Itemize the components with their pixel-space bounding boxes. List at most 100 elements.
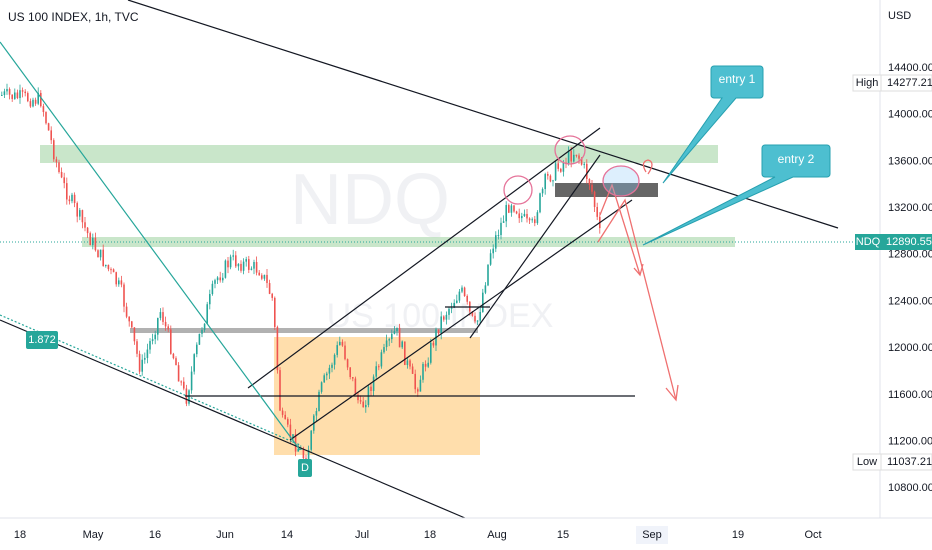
price-label: 11200.00 (888, 436, 932, 448)
candle (586, 163, 588, 180)
candle (68, 199, 71, 202)
candle (133, 327, 136, 342)
trend-lines (0, 0, 839, 519)
candle (404, 341, 406, 365)
candle (224, 260, 227, 278)
candle (409, 360, 411, 367)
time-label: 19 (732, 529, 744, 541)
candle (235, 255, 237, 267)
callout-text: entry 1 (719, 72, 756, 86)
candle (362, 401, 364, 408)
candle (144, 357, 146, 360)
candle (92, 237, 94, 246)
candle (489, 253, 492, 265)
candle (229, 256, 232, 268)
candle (274, 297, 276, 327)
candle (388, 339, 390, 341)
candle (484, 285, 487, 293)
candle (432, 342, 435, 346)
candle (476, 320, 479, 322)
candle (268, 283, 271, 294)
candle (331, 364, 333, 368)
callout-text: entry 2 (778, 152, 815, 166)
candle (385, 340, 388, 348)
candle (583, 163, 585, 165)
candle (456, 300, 458, 303)
high-value: 14277.21 (887, 77, 932, 89)
time-highlight (636, 526, 668, 544)
candle (141, 359, 143, 372)
time-label: 18 (14, 529, 26, 541)
candle (3, 91, 6, 95)
candle (531, 219, 533, 221)
candle (567, 150, 570, 165)
price-label: 10800.00 (888, 482, 932, 494)
price-label: 12400.00 (888, 295, 932, 307)
price-label: 14000.00 (888, 109, 932, 121)
candle (232, 255, 234, 257)
trend-line (127, 0, 839, 229)
candle (411, 366, 414, 374)
candle (177, 365, 180, 382)
callout (642, 144, 831, 246)
candle (300, 448, 302, 450)
candle (86, 227, 89, 234)
current-value: 12890.55 (886, 236, 932, 248)
candle (198, 333, 201, 345)
candle (53, 140, 55, 160)
currency: USD (888, 10, 911, 22)
candle (380, 352, 383, 367)
projection (597, 159, 679, 402)
candle (580, 158, 583, 165)
time-label: Jul (355, 529, 369, 541)
candle (453, 302, 455, 308)
candle (419, 379, 422, 392)
candle (593, 191, 596, 207)
candle (40, 92, 42, 107)
candle (76, 203, 78, 217)
candle (167, 326, 169, 330)
time-label: 16 (149, 529, 161, 541)
candle (203, 323, 206, 330)
candle (73, 194, 76, 204)
candle (534, 219, 536, 224)
candle (190, 371, 193, 391)
trend-line (0, 314, 301, 446)
time-label: Oct (804, 529, 821, 541)
candle (58, 162, 60, 173)
low-value: 11037.21 (887, 456, 932, 468)
high-label: High (856, 77, 879, 89)
time-label: 14 (281, 529, 293, 541)
candle (448, 308, 450, 315)
time-label: May (83, 529, 104, 541)
candle (180, 381, 182, 383)
candle (123, 284, 125, 307)
candle (89, 233, 91, 246)
candle (401, 341, 403, 348)
arrow-head (665, 384, 679, 402)
candle (554, 163, 557, 181)
candle (549, 175, 552, 182)
candle (495, 235, 497, 249)
candle (112, 269, 115, 273)
highlights (503, 135, 640, 205)
candle (391, 333, 393, 340)
candle (222, 277, 224, 281)
projection-path (599, 183, 641, 276)
price-label: 12800.00 (888, 249, 932, 261)
candle (424, 363, 427, 367)
candle (84, 222, 86, 228)
candle (502, 221, 505, 223)
candle (521, 216, 523, 219)
candle (271, 293, 273, 298)
candle (536, 212, 539, 224)
point-badge (298, 459, 312, 477)
candle (406, 360, 409, 365)
candle (16, 92, 19, 99)
candle (151, 339, 154, 342)
candle (24, 91, 26, 94)
candle (19, 90, 21, 99)
candle (1, 94, 3, 96)
candle (443, 316, 445, 320)
candle (136, 341, 138, 354)
